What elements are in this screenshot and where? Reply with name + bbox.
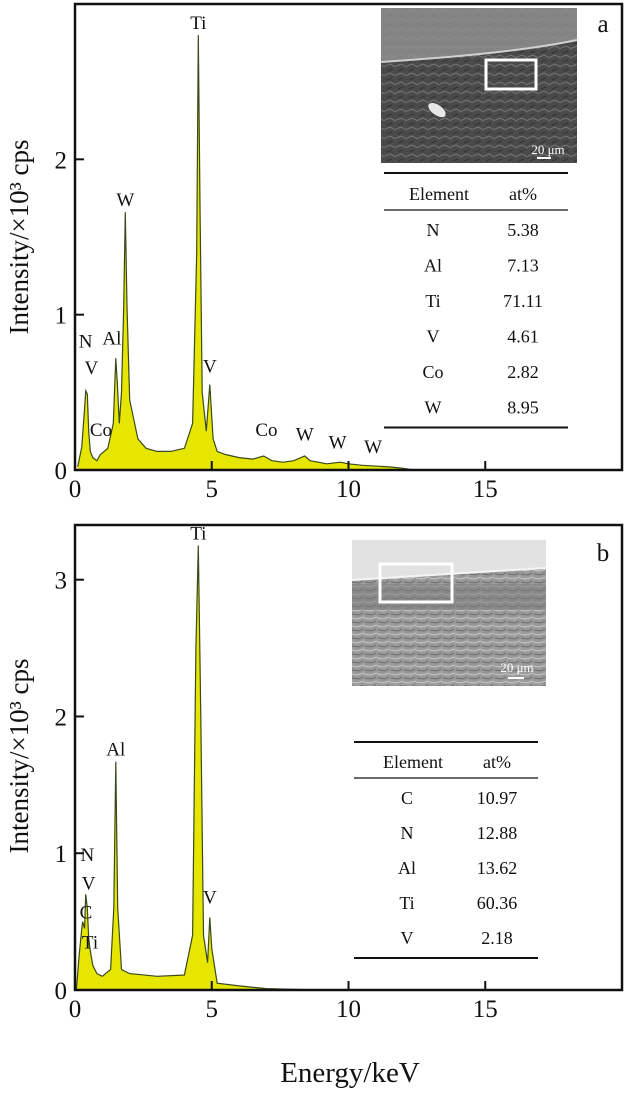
scale-bar-label-a: 20 μm [531, 142, 564, 157]
table-cell-element-b: Ti [399, 893, 414, 913]
peak-label-b: Al [106, 740, 125, 761]
table-cell-at-b: 60.36 [477, 893, 518, 913]
x-tick-label-b: 0 [69, 996, 82, 1023]
table-header-element-b: Element [383, 752, 443, 772]
table-cell-element-b: N [401, 823, 414, 843]
table-cell-element-a: Co [422, 362, 443, 382]
table-cell-element-b: V [401, 928, 414, 948]
panel-label-a: a [597, 11, 608, 38]
x-tick-label-a: 15 [473, 476, 498, 503]
table-cell-element-b: C [401, 788, 413, 808]
y-tick-label-a: 2 [55, 147, 68, 174]
axes-a: 0 5 10 15 0 1 2 [55, 147, 498, 503]
peak-label-a: Al [102, 328, 121, 349]
peak-label-a: V [203, 356, 217, 377]
selection-box-b [378, 562, 454, 604]
spectrum-a [77, 35, 415, 471]
scale-bar-label-b: 20 μm [500, 660, 533, 675]
table-cell-at-a: 7.13 [507, 256, 539, 276]
peak-label-a: Co [90, 420, 112, 441]
composition-table-a: Element at% N 5.38 Al 7.13 Ti 71.11 V 4.61 Co 2.82 W… [384, 172, 568, 429]
table-cell-at-b: 10.97 [477, 788, 518, 808]
peak-label-a: W [116, 190, 134, 211]
composition-table-b: Element at% C 10.97 N 12.88 Al 13.62 Ti 60.36 V 2.1… [354, 741, 538, 959]
table-cell-element-a: Ti [425, 291, 440, 311]
peak-label-a: V [85, 358, 99, 379]
table-cell-at-a: 8.95 [507, 398, 539, 418]
spectrum-line-a [77, 35, 415, 471]
spectrum-area-b [76, 545, 322, 990]
peak-label-a: W [329, 432, 347, 453]
y-tick-label-a: 0 [55, 458, 68, 485]
x-tick-label-b: 5 [206, 996, 219, 1023]
peak-label-a: Co [255, 420, 277, 441]
spectrum-b [75, 545, 322, 991]
table-cell-at-a: 4.61 [507, 327, 539, 347]
y-tick-label-b: 3 [55, 568, 68, 595]
table-header-at-b: at% [483, 752, 511, 772]
y-tick-label-b: 1 [55, 841, 68, 868]
y-tick-label-a: 1 [55, 303, 68, 330]
panel-label-b: b [597, 540, 610, 567]
selection-box-a [484, 58, 538, 91]
peak-label-b: Ti [190, 524, 206, 545]
sem-image-inset-b: 20 μm [351, 540, 547, 686]
x-tick-label-b: 15 [473, 996, 498, 1023]
x-tick-label-a: 0 [69, 476, 82, 503]
y-axis-label-a: Intensity/×10³ cps [4, 139, 34, 334]
sem-image-inset-a: 20 μm [380, 8, 578, 163]
peak-label-b: C [80, 902, 93, 923]
peak-label-a: W [364, 437, 382, 458]
peak-label-b: Ti [82, 932, 98, 953]
peak-label-b: V [82, 874, 96, 895]
axes-b: 0 5 10 15 0 1 2 3 [55, 568, 498, 1023]
spectrum-area-a [77, 35, 415, 470]
y-axis-label-b: Intensity/×10³ cps [4, 658, 34, 853]
table-cell-at-a: 2.82 [507, 362, 539, 382]
table-cell-at-a: 5.38 [507, 220, 539, 240]
table-cell-element-b: Al [398, 858, 416, 878]
spectrum-line-b [75, 545, 322, 991]
table-header-element-a: Element [409, 184, 469, 204]
table-cell-at-b: 13.62 [477, 858, 518, 878]
plot-frame-b [73, 523, 624, 992]
table-header-at-a: at% [509, 184, 537, 204]
y-tick-label-b: 2 [55, 704, 68, 731]
table-cell-at-b: 12.88 [477, 823, 518, 843]
peak-label-a: W [296, 425, 314, 446]
peak-label-a: N [79, 332, 93, 353]
peak-label-b: N [80, 845, 94, 866]
table-cell-at-b: 2.18 [481, 928, 513, 948]
y-tick-label-b: 0 [55, 978, 68, 1005]
x-tick-label-a: 5 [206, 476, 219, 503]
peak-label-b: V [203, 887, 217, 908]
table-cell-element-a: V [427, 327, 440, 347]
table-cell-at-a: 71.11 [503, 291, 543, 311]
x-tick-label-b: 10 [336, 996, 361, 1023]
table-cell-element-a: Al [424, 256, 442, 276]
table-cell-element-a: W [425, 398, 442, 418]
x-axis-label: Energy/keV [280, 1057, 420, 1089]
x-tick-label-a: 10 [336, 476, 361, 503]
peak-label-a: Ti [190, 13, 206, 34]
plot-frame-a [73, 2, 624, 472]
table-cell-element-a: N [427, 220, 440, 240]
